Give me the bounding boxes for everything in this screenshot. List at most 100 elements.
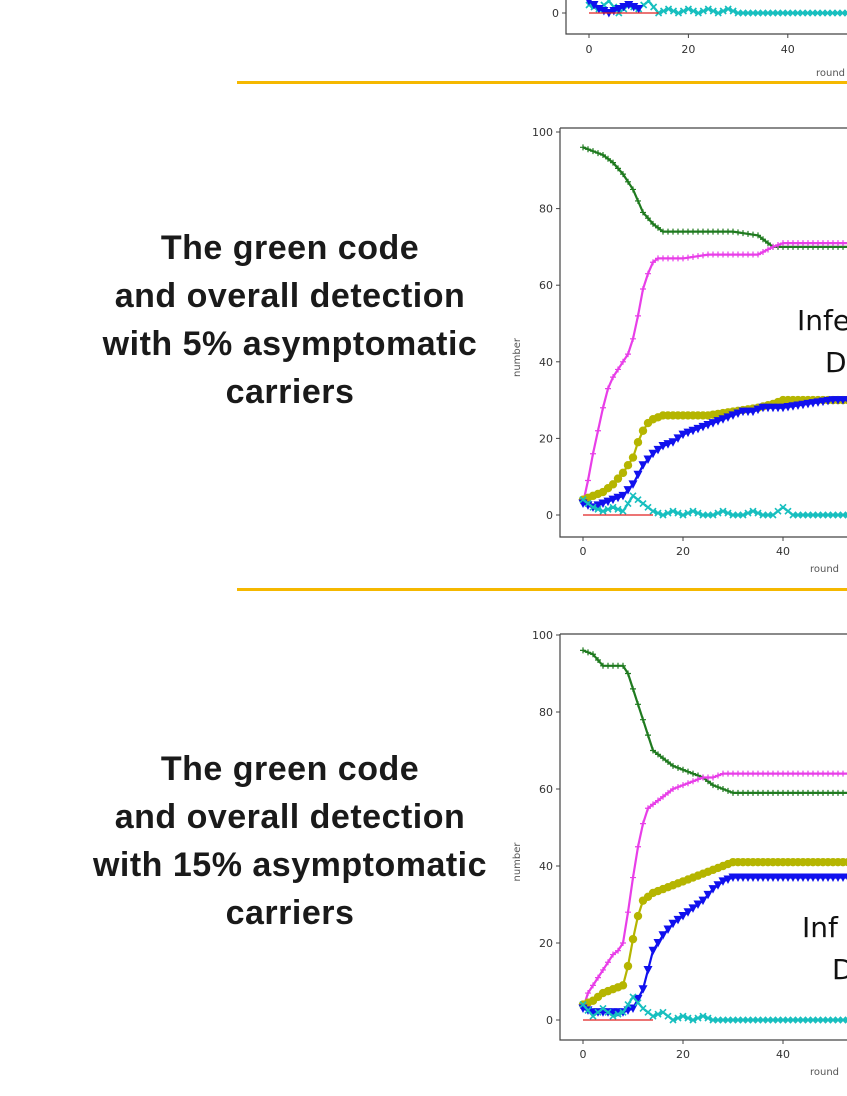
axis-frame <box>565 0 847 35</box>
y-tick-label: 100 <box>532 126 553 139</box>
plus-marker <box>845 242 847 244</box>
x-tick-label: 40 <box>781 43 795 56</box>
triangle-marker <box>728 411 738 420</box>
circle-marker <box>618 468 628 478</box>
plus-marker <box>655 224 661 231</box>
caption-line: with 15% asymptomatic <box>92 846 488 884</box>
y-axis-label: number <box>512 842 523 882</box>
x-marker <box>609 503 617 511</box>
x-marker <box>679 1012 687 1020</box>
x-marker <box>724 5 732 13</box>
x-marker <box>694 9 702 17</box>
plus-marker <box>745 230 751 237</box>
section-divider <box>237 588 847 591</box>
x-marker <box>714 509 722 517</box>
x-marker <box>729 7 737 15</box>
y-tick-label: 80 <box>539 203 553 216</box>
plus-marker <box>650 220 656 227</box>
plus-marker <box>600 966 606 973</box>
caption-5-percent: The green code and overall detection wit… <box>60 224 520 416</box>
triangle-marker <box>688 426 698 436</box>
triangle-marker <box>753 405 763 415</box>
plus-marker <box>625 670 631 677</box>
plus-marker <box>600 151 606 158</box>
x-marker <box>784 507 792 515</box>
x-axis-label: round <box>816 68 845 79</box>
triangle-marker <box>723 413 733 422</box>
circle-marker <box>638 426 648 435</box>
x-marker <box>779 503 787 511</box>
plus-marker <box>590 148 596 155</box>
x-marker <box>650 3 658 11</box>
x-marker <box>684 509 692 517</box>
plus-marker <box>715 784 721 791</box>
x-marker <box>669 507 677 515</box>
plus-marker <box>630 186 636 193</box>
x-marker <box>629 492 637 500</box>
x-marker <box>844 1016 847 1024</box>
plus-marker <box>845 246 847 248</box>
x-marker <box>644 503 652 511</box>
triangle-marker <box>678 430 688 440</box>
y-tick-label: 40 <box>539 356 553 369</box>
plus-marker <box>675 784 681 791</box>
plus-marker <box>665 789 671 796</box>
x-marker <box>624 499 632 508</box>
plus-marker <box>660 793 666 800</box>
triangle-marker <box>843 873 847 881</box>
y-tick-label: 20 <box>539 937 553 950</box>
x-marker <box>844 511 847 519</box>
plus-marker <box>685 254 691 261</box>
x-marker <box>645 0 653 5</box>
plus-marker <box>775 241 781 248</box>
plus-marker <box>700 252 706 259</box>
plus-marker <box>680 782 686 789</box>
plus-marker <box>765 246 771 253</box>
x-marker <box>634 496 642 504</box>
triangle-marker <box>634 5 644 14</box>
plus-marker <box>645 215 651 222</box>
plus-marker <box>625 351 631 358</box>
x-marker <box>629 993 637 1001</box>
plus-marker <box>620 358 626 365</box>
x-marker <box>674 1014 682 1022</box>
triangle-marker <box>693 424 703 434</box>
plus-marker <box>675 764 681 771</box>
plus-marker <box>680 255 686 262</box>
x-marker <box>589 503 597 511</box>
y-axis-label: number <box>512 337 523 377</box>
triangle-marker <box>658 931 668 940</box>
triangle-marker <box>673 915 683 925</box>
triangle-marker <box>598 499 608 509</box>
triangle-marker <box>653 939 663 948</box>
x-marker <box>674 9 683 17</box>
plus-marker <box>590 982 596 989</box>
x-marker <box>604 505 612 513</box>
plus-marker <box>645 732 651 739</box>
x-marker <box>669 7 678 15</box>
x-marker <box>579 496 587 504</box>
x-tick-label: 20 <box>676 545 690 558</box>
x-marker <box>584 499 592 508</box>
annotation-text: Infe <box>797 304 847 337</box>
x-marker <box>689 507 697 515</box>
plus-marker <box>580 144 586 151</box>
x-marker <box>714 9 722 17</box>
x-marker <box>709 7 717 15</box>
triangle-marker <box>668 438 678 447</box>
y-tick-label: 80 <box>539 706 553 719</box>
plus-marker <box>610 159 616 166</box>
series-line-magenta <box>581 772 847 1009</box>
triangle-marker <box>589 1 599 10</box>
x-marker <box>664 1012 672 1020</box>
x-marker <box>664 5 673 13</box>
triangle-marker <box>613 493 623 503</box>
plus-marker <box>750 231 756 238</box>
plus-marker <box>765 240 771 247</box>
x-tick-label: 20 <box>681 43 695 56</box>
plus-marker <box>625 178 631 185</box>
plus-marker <box>600 404 606 411</box>
y-tick-label: 40 <box>539 860 553 873</box>
